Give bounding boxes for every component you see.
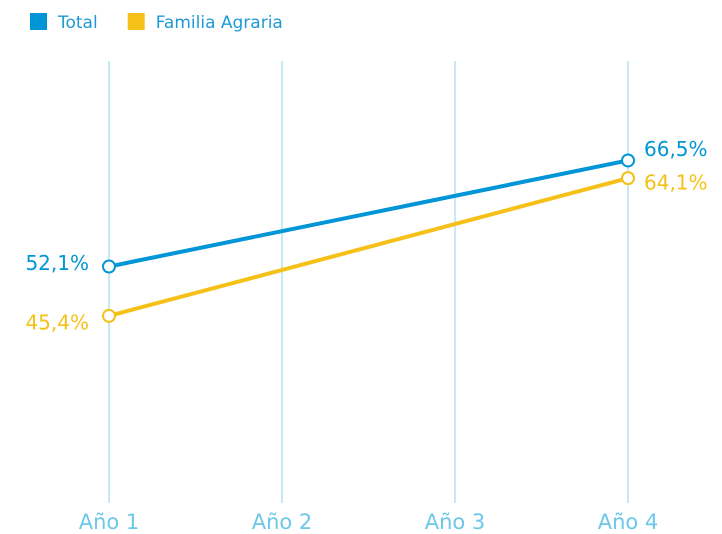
point <box>102 308 116 323</box>
data-label: 66,5% <box>644 137 708 161</box>
x-tick-label: Año 4 <box>598 510 659 534</box>
data-label: 52,1% <box>25 251 89 275</box>
series-line <box>108 158 629 269</box>
series-line <box>108 176 629 318</box>
point <box>621 171 635 186</box>
data-label: 45,4% <box>25 310 89 334</box>
legend-swatch <box>127 13 145 30</box>
data-label: 64,1% <box>644 171 708 195</box>
legend-label: Total <box>57 13 98 33</box>
point <box>621 153 635 168</box>
legend-label: Familia Agraria <box>156 13 283 33</box>
legend-swatch <box>30 13 47 30</box>
point <box>102 259 116 274</box>
x-tick-label: Año 2 <box>252 510 313 534</box>
x-tick-label: Año 3 <box>425 510 486 534</box>
x-tick-label: Año 1 <box>79 510 140 534</box>
